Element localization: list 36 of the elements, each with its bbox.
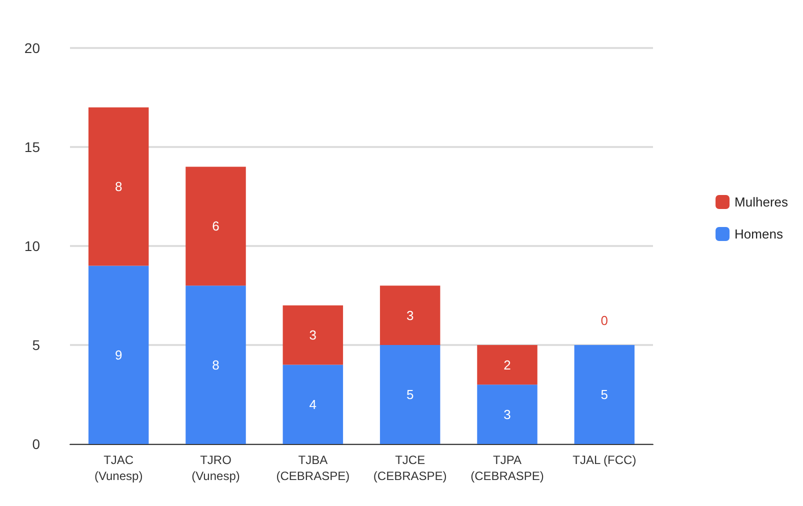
- y-tick-label: 10: [24, 238, 40, 254]
- data-label: 8: [212, 357, 220, 372]
- data-label: 5: [600, 387, 608, 402]
- x-tick-label: TJAL (FCC): [572, 453, 636, 467]
- data-label: 3: [504, 406, 511, 422]
- data-label: 5: [406, 387, 414, 402]
- bar: [186, 286, 246, 444]
- data-label: 3: [309, 328, 317, 343]
- data-label: 0: [600, 313, 608, 328]
- data-label: 9: [114, 347, 122, 362]
- bar: [574, 345, 635, 444]
- data-label: 3: [406, 308, 414, 323]
- bar: [186, 166, 246, 286]
- x-tick-label: TJAC (Vunesp): [94, 453, 143, 483]
- y-tick-label: 0: [32, 436, 40, 452]
- bar: [477, 384, 538, 444]
- bar: [380, 345, 440, 444]
- y-tick-label: 15: [24, 139, 40, 155]
- y-tick-label: 20: [24, 40, 40, 56]
- x-tick-label: TJCE (CEBRASPE): [373, 453, 447, 483]
- bar: [477, 345, 538, 385]
- bar: [88, 107, 149, 266]
- data-label: 4: [309, 396, 317, 412]
- data-label: 8: [114, 179, 122, 194]
- bar: [282, 305, 344, 365]
- legend-label: Homens: [734, 226, 784, 242]
- data-label: 2: [504, 357, 511, 372]
- bar: [88, 266, 149, 444]
- data-label: 6: [212, 218, 220, 234]
- x-tick-label: TJPA (CEBRASPE): [470, 453, 544, 483]
- bar: [380, 286, 440, 345]
- x-tick-label: TJBA (CEBRASPE): [276, 453, 350, 483]
- y-tick-label: 5: [32, 337, 40, 353]
- bar: [282, 364, 344, 444]
- x-tick-label: TJRO (Vunesp): [192, 453, 240, 483]
- legend-label: Mulheres: [734, 194, 788, 210]
